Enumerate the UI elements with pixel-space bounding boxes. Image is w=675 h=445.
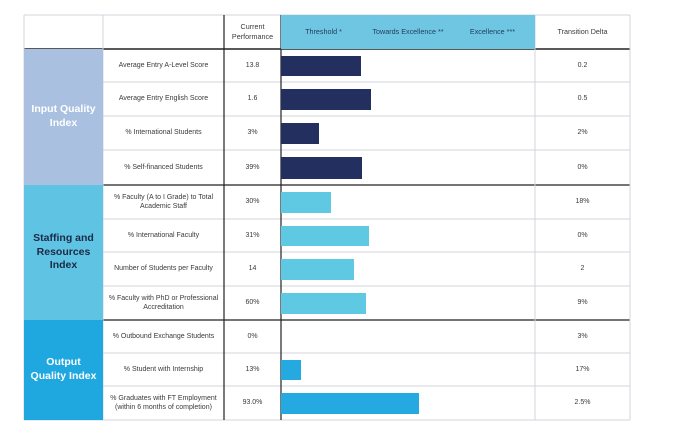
current-value: 1.6 (247, 95, 258, 103)
progress-bar (281, 360, 301, 380)
current-value: 39% (245, 163, 260, 171)
delta-value: 0.2 (577, 61, 588, 69)
metric-label: % Student with Internship (123, 365, 204, 373)
header-transition-delta: Transition Delta (557, 27, 608, 37)
progress-bar (281, 89, 371, 110)
delta-value: 2 (580, 265, 585, 273)
header-excellence: Excellence *** (469, 27, 516, 37)
delta-value: 3% (577, 332, 588, 340)
delta-value: 18% (575, 198, 590, 206)
progress-bar (281, 293, 366, 314)
current-value: 0% (247, 332, 258, 340)
metric-label: % International Faculty (127, 231, 200, 239)
current-value: 14 (248, 265, 257, 273)
progress-bar (281, 259, 354, 280)
metric-label: Number of Students per Faculty (114, 265, 213, 273)
metric-label: Average Entry A-Level Score (118, 61, 209, 69)
current-value: 30% (245, 198, 260, 206)
current-value: 93.0% (242, 399, 263, 407)
group-label: Output Quality Index (24, 320, 103, 420)
metric-label: Average Entry English Score (118, 95, 209, 103)
delta-value: 0% (577, 231, 588, 239)
delta-value: 2.5% (574, 399, 591, 407)
delta-value: 17% (575, 365, 590, 373)
header-towards-excellence: Towards Excellence ** (372, 27, 444, 37)
delta-value: 2% (577, 129, 588, 137)
metric-label: % International Students (125, 129, 202, 137)
current-value: 13.8 (245, 61, 260, 69)
group-label: Input Quality Index (24, 49, 103, 185)
group-label: Staffing and Resources Index (24, 185, 103, 320)
metric-label: % Faculty with PhD or Professional Accre… (108, 294, 219, 311)
metric-label: % Outbound Exchange Students (112, 332, 215, 340)
current-value: 3% (247, 129, 258, 137)
header-threshold: Threshold * (305, 27, 342, 37)
delta-value: 0.5 (577, 95, 588, 103)
header-band (281, 15, 535, 49)
metric-label: % Faculty (A to I Grade) to Total Academ… (113, 193, 214, 210)
current-value: 31% (245, 231, 260, 239)
current-value: 13% (245, 365, 260, 373)
delta-value: 0% (577, 163, 588, 171)
metric-label: % Graduates with FT Employment (within 6… (110, 394, 217, 411)
progress-bar (281, 157, 362, 179)
progress-bar (281, 226, 369, 246)
progress-bar (281, 393, 419, 414)
header-current: Current Performance (231, 22, 274, 41)
progress-bar (281, 192, 331, 213)
progress-bar (281, 123, 319, 144)
metric-label: % Self-financed Students (124, 163, 203, 171)
delta-value: 9% (577, 299, 588, 307)
progress-bar (281, 56, 361, 76)
current-value: 60% (245, 299, 260, 307)
